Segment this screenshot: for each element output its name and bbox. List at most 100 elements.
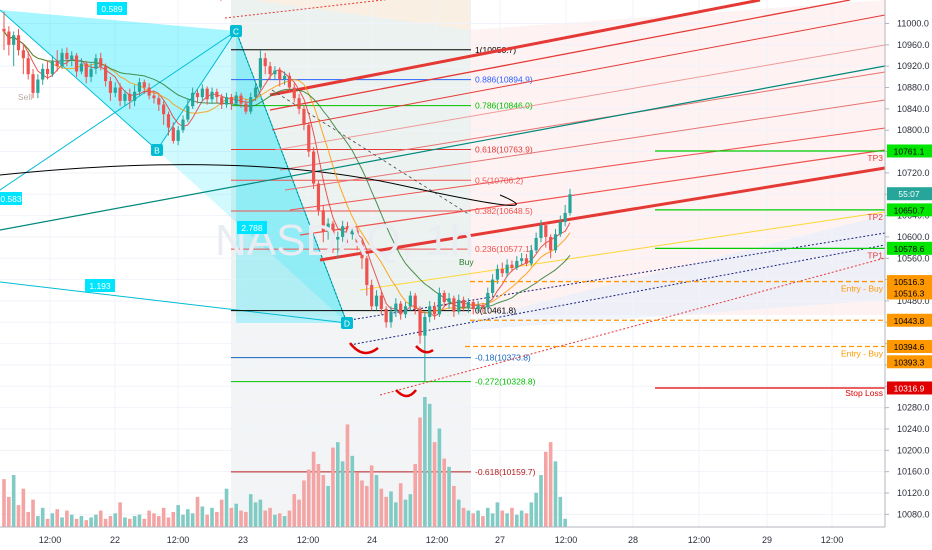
candle-body [403,306,408,315]
candle-body [12,35,16,45]
price-tick-label: 10600.0 [897,232,930,242]
volume-bar [389,491,393,527]
price-tag-label: 10394.6 [894,342,925,352]
candle-body [249,97,253,112]
candle-body [336,236,340,240]
candle-body [515,260,519,268]
time-axis[interactable]: 12:00 22 12:00 23 12:00 24 12:00 27 12:00 28 12:00… [0,526,932,550]
pattern-ratio-box [97,2,127,15]
trade-level-label: TP1 [867,250,883,260]
candle-body [350,230,354,235]
candle-body [220,97,224,105]
candle-body [428,306,432,317]
candle-body [74,55,79,72]
trade-level-label: Entry - Buy [841,349,884,359]
trade-levels: TP3 TP2 TP1 Entry - Buy Entry - Buy Stop Loss [465,150,885,398]
candle-body [157,98,161,105]
candle-body [379,295,383,309]
volume-bar [195,496,200,527]
sell-annotation: Sell [18,92,32,102]
volume-bar [563,518,567,527]
candle-body [21,50,25,59]
price-tag-label: 55:07 [898,189,920,199]
volume-bar [374,475,379,527]
volume-bar [113,513,118,527]
price-tick-label: 10560.0 [897,253,930,263]
candle-body [365,258,369,285]
candle-body [210,91,214,100]
volume-bar [539,475,543,527]
candle-body [147,87,151,96]
volume-bar [45,518,50,527]
candle-body [278,70,282,80]
candle-body [476,305,480,309]
volume-bar [253,502,258,527]
candle-body [137,82,142,92]
candle-body [113,87,117,93]
volume-bar [316,464,321,527]
candle-body [55,60,59,67]
volume-bar [350,455,355,527]
candle-body [70,55,74,60]
candle-body [389,311,393,323]
candle-body [384,308,388,323]
candle-body [326,223,330,232]
candle-body [558,221,562,235]
time-axis-bg [0,527,932,550]
volume-bar [205,514,209,527]
volume-bar [190,513,195,527]
volume-bar [548,442,553,527]
volume-bar [157,516,161,527]
candle-body [142,82,146,88]
pattern-ratio-label: 2.788 [241,223,263,233]
volume-bar [89,517,93,527]
volume-bar [326,485,330,527]
candle-body [229,97,233,104]
volume-bar [442,458,447,527]
price-axis-bg [885,0,932,550]
volume-bar [403,499,408,527]
volume-bar [152,513,156,527]
volume-bar [384,496,388,527]
price-tag [887,241,932,255]
time-tick-label: 12:00 [821,535,844,545]
candle-body [99,58,103,67]
candle-body [568,194,572,213]
candle-body [481,305,485,308]
volume-bar [79,516,84,527]
price-tag-label: 10516.3 [894,277,925,287]
price-tag-label: 10761.1 [894,146,925,156]
volume-bar [335,442,340,527]
candle-body [292,87,296,99]
trade-level-label: Stop Loss [845,388,883,398]
volume-bar [461,507,466,527]
candle-body [7,31,11,45]
volume-bar [127,518,132,527]
volume-bar [471,513,476,527]
candle-body [457,299,461,312]
price-axis[interactable]: 11000.0 10960.0 10920.0 10880.0 10840.0 10800… [884,0,932,550]
candle-body [152,95,156,99]
candle-body [84,63,88,77]
price-tag-label: 10650.7 [894,205,925,215]
volume-bar [292,494,297,527]
candle-body [186,106,190,120]
volume-bar [355,472,359,527]
volume-bar [311,451,316,527]
pattern-point-marker [230,25,242,37]
volume-bar [331,447,335,527]
candle-body [466,302,471,308]
price-tick-label: 10840.0 [897,104,930,114]
candle-body [273,70,277,75]
volume-bar [36,516,40,527]
fib-level-label: -0.272(10328.8) [475,377,536,387]
volume-bar [297,499,301,527]
candle-body [26,58,30,75]
candle-body [447,298,451,303]
pattern-ratio-label: 0.589 [101,4,123,14]
volume-bar [277,513,282,527]
candle-body [394,303,398,312]
volume-bar [500,510,505,527]
candle-body [215,91,219,98]
